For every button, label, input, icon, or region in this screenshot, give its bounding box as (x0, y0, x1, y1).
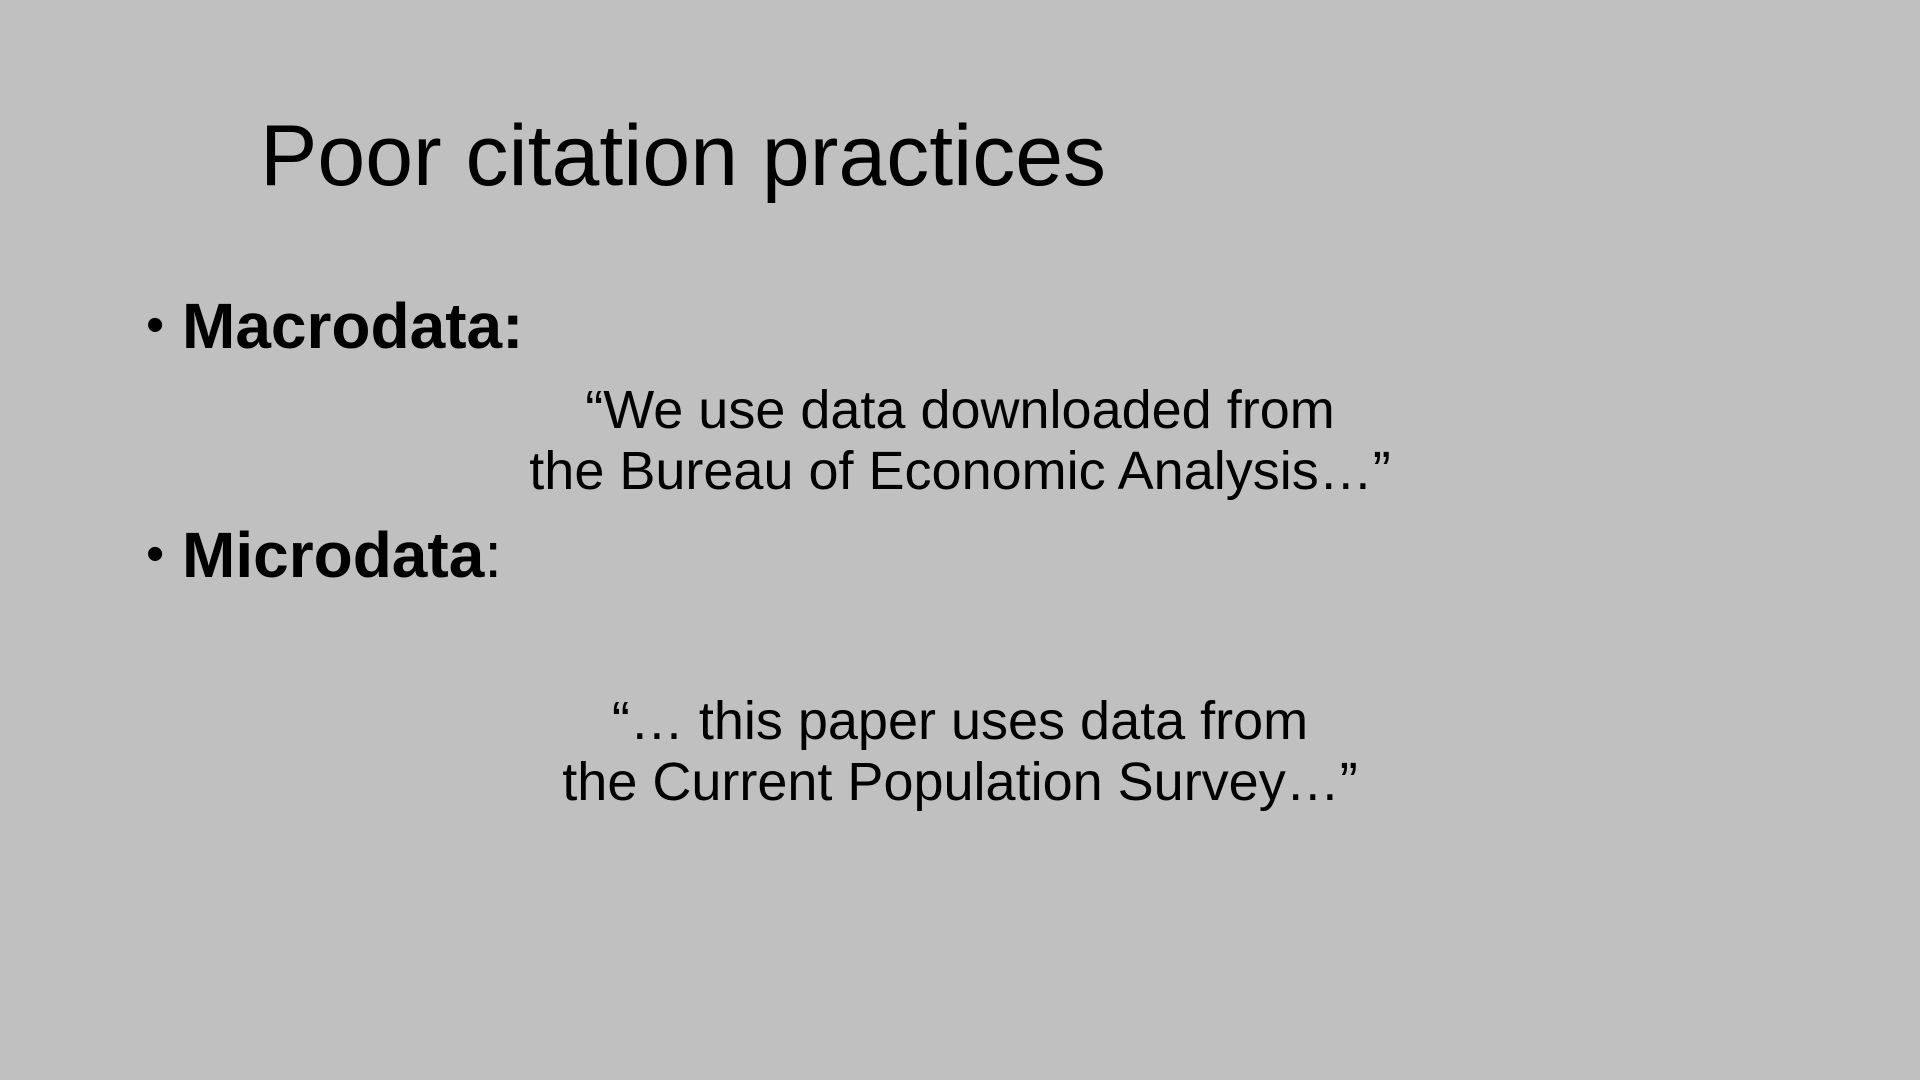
bullet-term: Macrodata: (182, 290, 524, 362)
quote-line: “We use data downloaded from (585, 380, 1335, 440)
bullet-macrodata: • Macrodata: (146, 288, 523, 365)
bullet-suffix: : (484, 519, 503, 591)
bullet-microdata: • Microdata: (146, 517, 502, 594)
quote-line: “… this paper uses data from (611, 691, 1309, 751)
bullet-dot: • (146, 525, 165, 583)
quote-line: the Bureau of Economic Analysis…” (529, 441, 1391, 501)
quote-macrodata: “We use data downloaded from the Bureau … (0, 380, 1920, 502)
bullet-dot: • (146, 296, 165, 354)
bullet-term: Microdata (182, 519, 485, 591)
slide-title: Poor citation practices (260, 108, 1107, 204)
quote-line: the Current Population Survey…” (562, 752, 1358, 812)
quote-microdata: “… this paper uses data from the Current… (0, 691, 1920, 813)
